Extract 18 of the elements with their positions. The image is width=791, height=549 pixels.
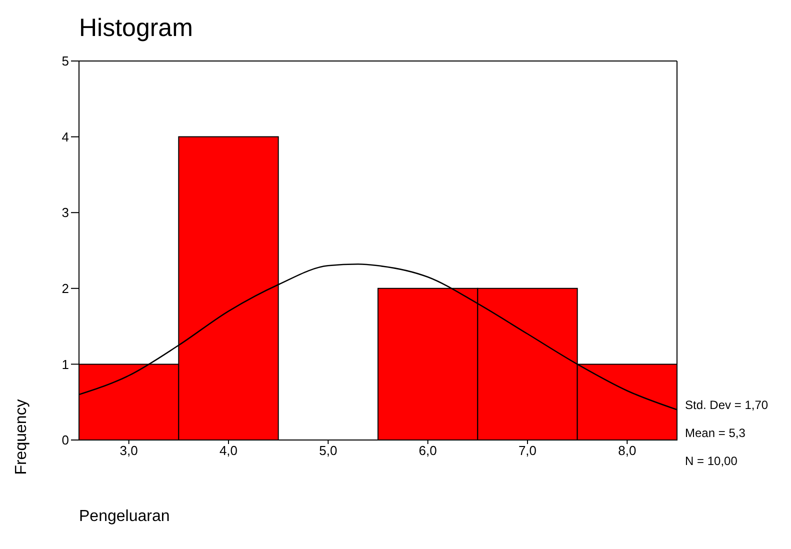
x-axis-title: Pengeluaran: [79, 508, 170, 526]
text: Std. Dev = 1,70: [685, 397, 768, 414]
x-tick-label: 6,0: [418, 443, 437, 458]
x-tick-label: 5,0: [319, 443, 338, 458]
x-tick-label: 8,0: [618, 443, 636, 458]
x-tick-label: 7,0: [518, 443, 537, 458]
y-tick-label: 0: [62, 432, 69, 448]
x-tick-label: 4,0: [219, 443, 238, 458]
y-axis-title: Frequency: [12, 399, 31, 475]
y-tick-label: 3: [62, 205, 69, 220]
chart-title: Histogram: [79, 14, 193, 43]
x-tick-label: 3,0: [120, 443, 138, 458]
y-tick-label: 1: [62, 356, 69, 372]
text: Mean = 5,3: [685, 425, 746, 442]
y-tick-label: 2: [62, 281, 69, 296]
text: N = 10,00: [685, 453, 738, 470]
y-tick-label: 5: [62, 54, 69, 69]
y-tick-label: 4: [62, 129, 69, 144]
